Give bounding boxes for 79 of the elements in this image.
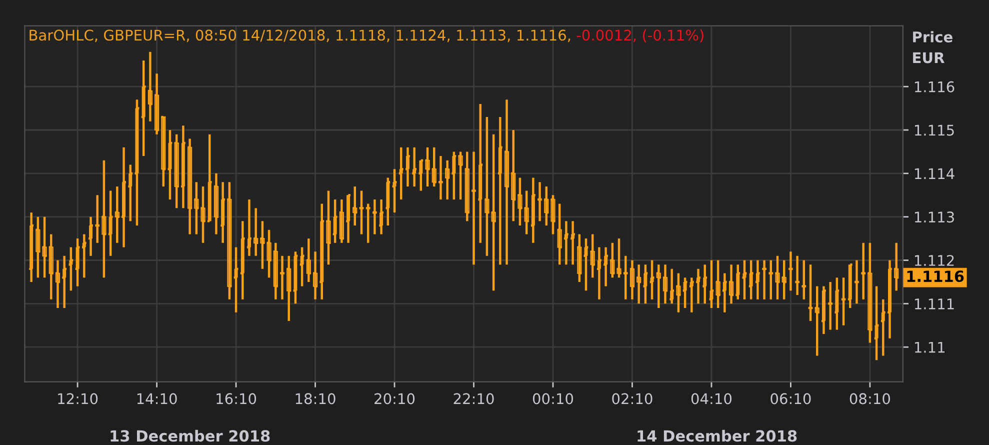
candlestick: [484, 116, 490, 258]
y-tick-label: 1.11: [914, 342, 944, 353]
candlestick: [254, 207, 258, 258]
candlestick: [616, 237, 622, 279]
candlestick: [544, 185, 549, 227]
candlestick: [610, 242, 615, 279]
candlestick: [464, 150, 470, 222]
candlestick: [868, 242, 872, 344]
y-tick-label: 1.115: [914, 124, 954, 136]
candlestick: [326, 190, 331, 266]
candlestick: [504, 98, 510, 266]
candlestick: [266, 228, 272, 279]
y-axis-title: Price EUR: [913, 31, 952, 64]
y-tick-label: 1.112: [914, 254, 954, 266]
candlestick: [48, 233, 54, 300]
candlestick: [102, 159, 106, 279]
x-tick-label: 04:10: [691, 393, 732, 404]
y-tick-label: 1.116: [914, 81, 954, 92]
y-tick-label: 1.111: [914, 298, 954, 310]
candlestick: [716, 259, 720, 310]
candlestick: [728, 263, 734, 305]
candlestick: [339, 198, 344, 244]
candlestick: [491, 133, 496, 292]
candlestick: [312, 250, 318, 300]
candlestick: [260, 220, 265, 270]
candlestick: [524, 190, 529, 236]
x-tick-label: 06:10: [770, 393, 811, 404]
candlestick: [814, 285, 820, 357]
x-tick-label: 16:10: [216, 393, 256, 404]
candlestick: [174, 133, 179, 210]
candlestick: [194, 180, 199, 236]
candlestick: [550, 194, 556, 236]
candlestick: [161, 116, 166, 188]
candlestick: [36, 216, 40, 279]
candlestick: [590, 233, 595, 279]
candlestick: [894, 242, 899, 292]
candlestick: [432, 146, 436, 188]
candlestick: [511, 128, 516, 222]
y-tick-label: 1.113: [914, 212, 954, 223]
candlestick: [518, 176, 522, 227]
candlestick: [55, 259, 60, 310]
candlestick: [42, 216, 47, 279]
candlestick: [188, 138, 192, 236]
candlestick: [148, 50, 152, 122]
candlestick: [636, 263, 642, 305]
candlestick: [273, 242, 278, 300]
x-tick-label: 22:10: [454, 393, 494, 404]
candlestick: [775, 254, 780, 300]
x-tick-label: 14:10: [137, 393, 177, 404]
candlestick: [676, 272, 681, 314]
x-tick-label: 18:10: [296, 393, 336, 404]
candlestick: [227, 180, 232, 300]
candlestick: [200, 185, 206, 244]
text: 13 December 2018: [110, 430, 270, 442]
x-tick-label: 00:10: [532, 393, 574, 404]
candlestick: [656, 263, 661, 310]
x-tick-label: 12:10: [58, 393, 98, 404]
candlestick: [458, 150, 463, 201]
x-tick-label: 20:10: [374, 393, 415, 404]
candlestick: [214, 172, 219, 236]
candlestick: [154, 72, 160, 136]
candlestick: [286, 254, 292, 322]
annotation: 1.1116: [907, 270, 964, 282]
candlestick: [782, 259, 786, 300]
y-tick-label: 1.114: [914, 168, 954, 179]
candlestick: [630, 259, 635, 300]
chart-subtitle: -0.0012, (-0.11%): [576, 29, 704, 42]
text: 14 December 2018: [638, 430, 797, 442]
candlestick: [557, 202, 562, 266]
candlestick: [445, 159, 450, 201]
candlestick: [352, 185, 358, 227]
candlestick: [662, 263, 668, 305]
candlestick: [425, 146, 430, 188]
candlestick: [306, 237, 311, 284]
candlestick: [577, 233, 582, 284]
chart-title: BarOHLC, GBPEUR=R, 08:50 14/12/2018, 1.1118, 1.1124, 1.1113, 1.1116,: [30, 30, 570, 42]
x-tick-label: 02:10: [612, 393, 652, 404]
candlestick: [114, 185, 120, 244]
x-tick-label: 08:10: [850, 393, 890, 404]
